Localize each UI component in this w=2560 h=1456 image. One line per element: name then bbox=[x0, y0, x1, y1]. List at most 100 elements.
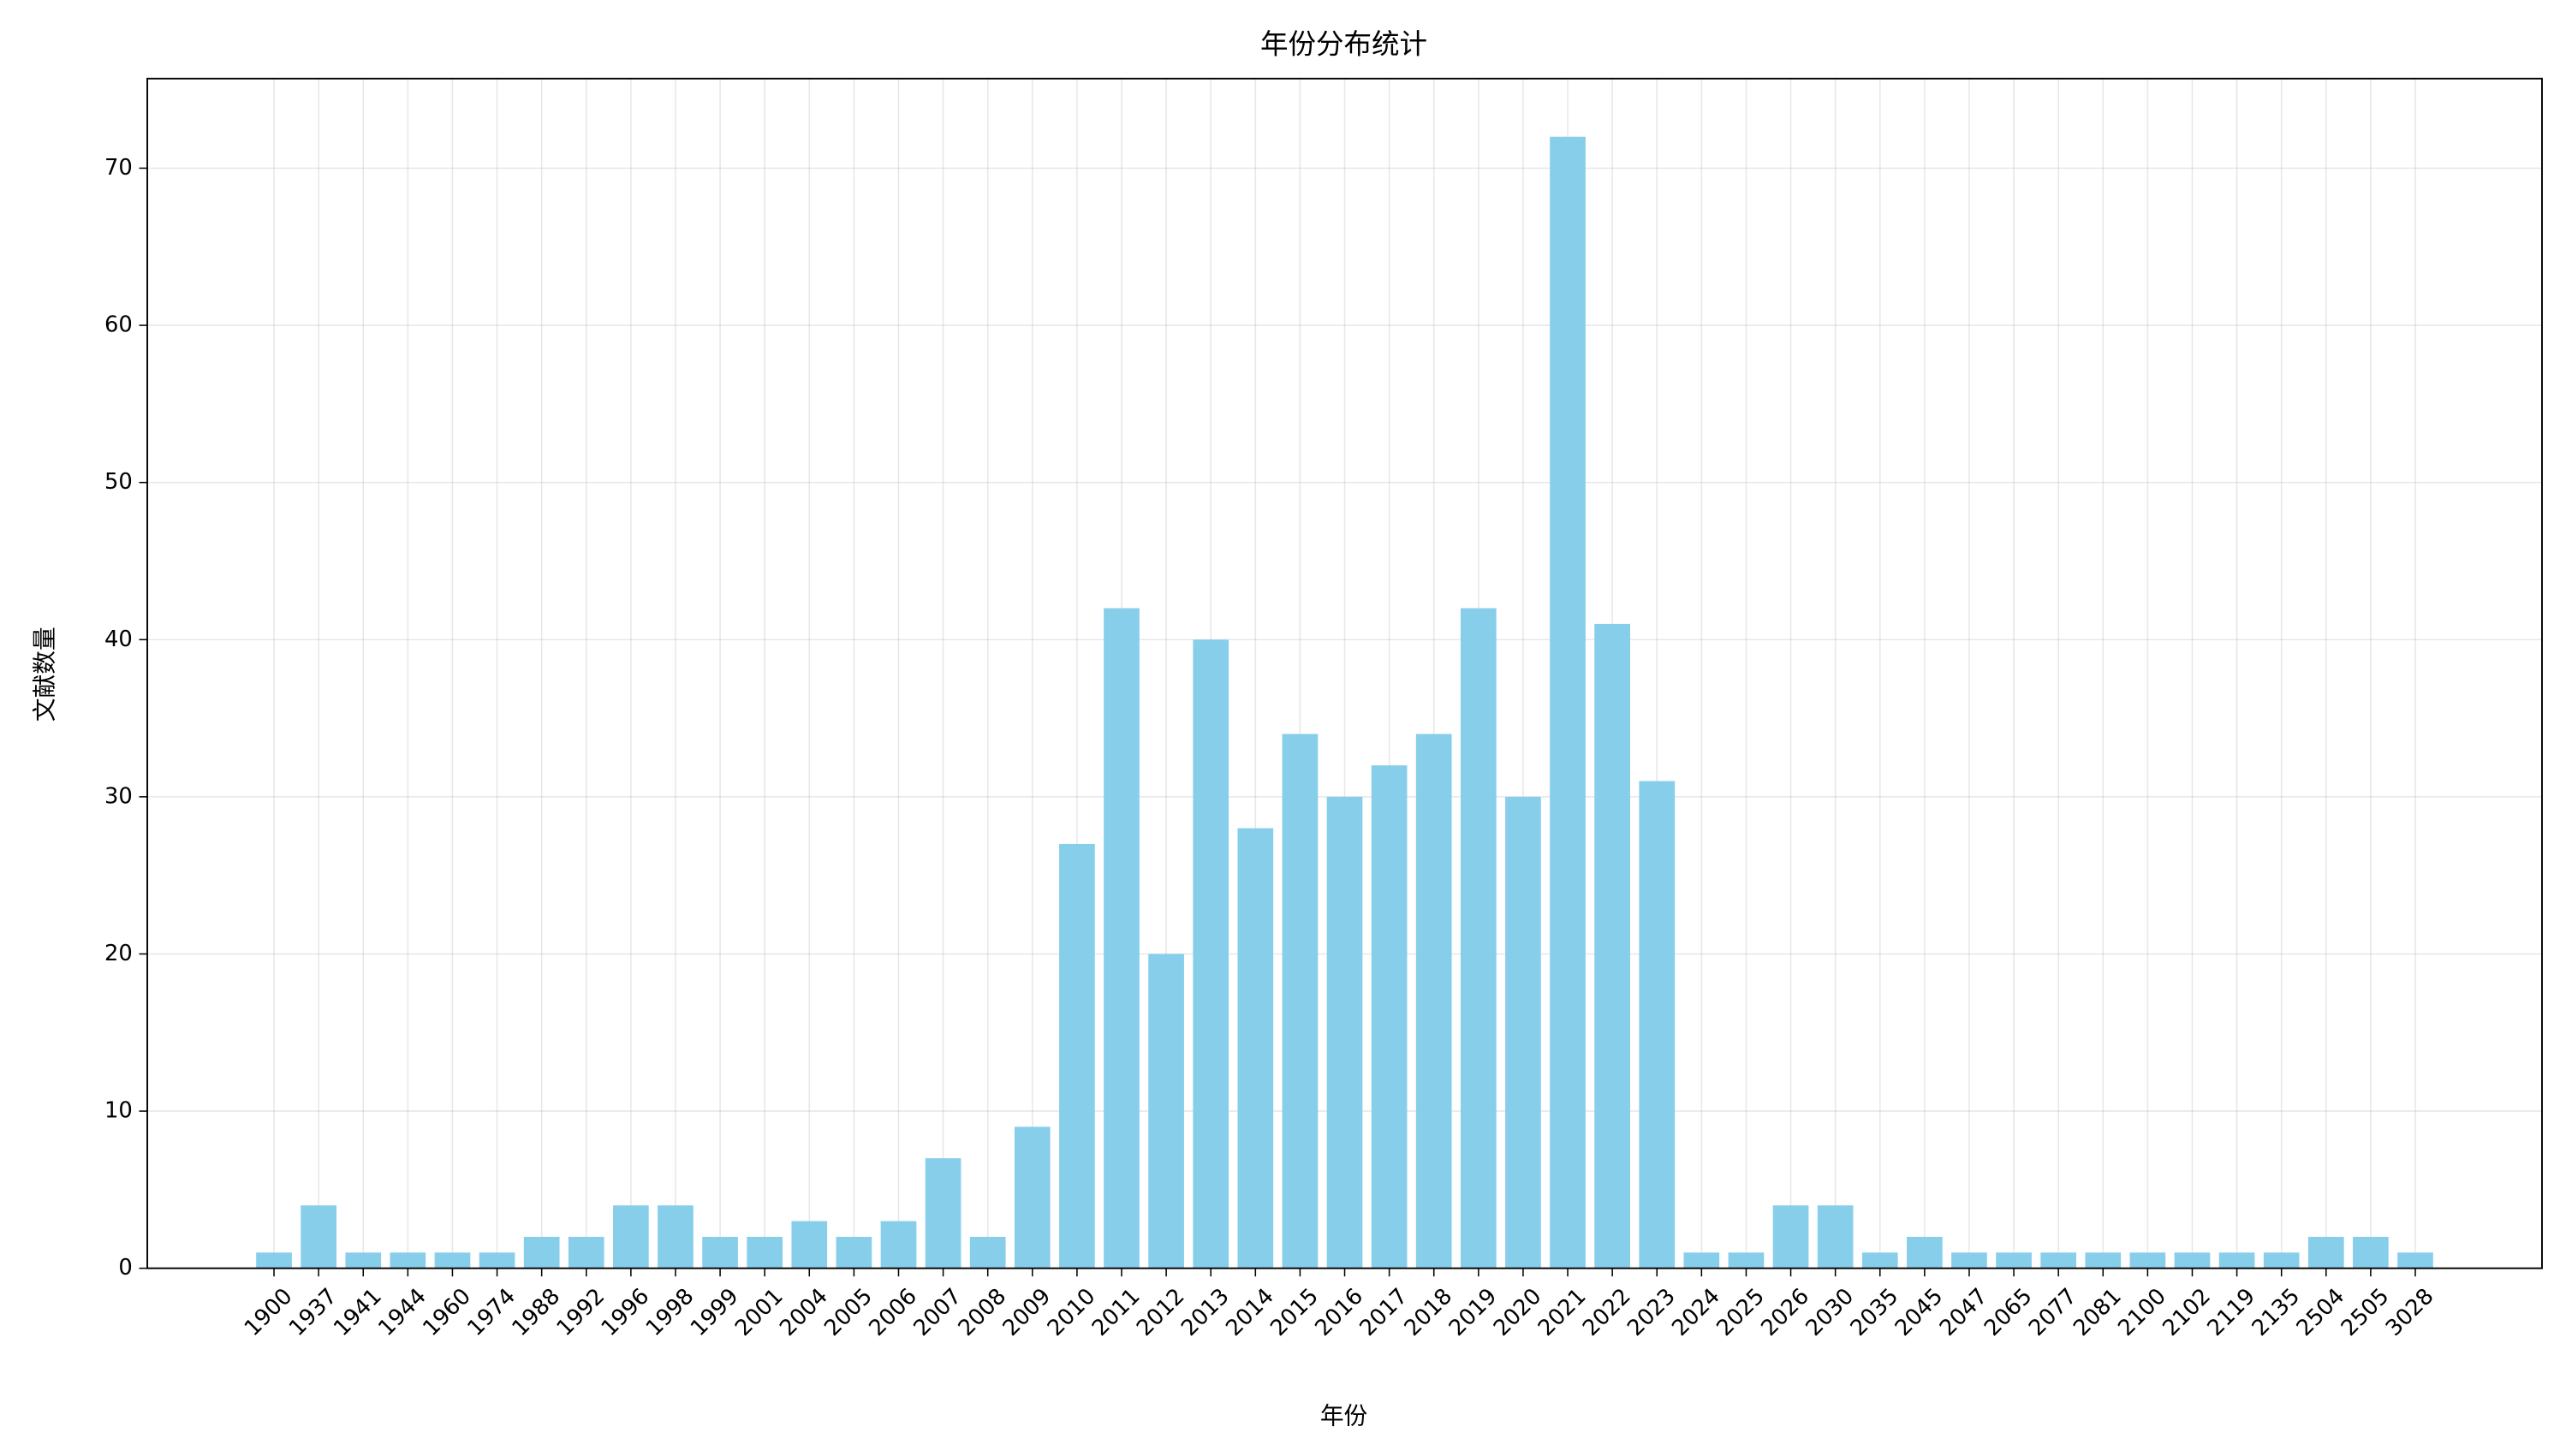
x-tick-label: 2017 bbox=[1355, 1283, 1414, 1341]
bar bbox=[1772, 1205, 1809, 1269]
bar bbox=[301, 1205, 336, 1269]
x-tick-label: 2026 bbox=[1756, 1283, 1814, 1341]
x-tick-label: 2019 bbox=[1444, 1283, 1503, 1341]
bar bbox=[613, 1205, 649, 1269]
x-tick-label: 2065 bbox=[1980, 1283, 2038, 1341]
x-tick-label: 2006 bbox=[864, 1283, 922, 1341]
bar bbox=[836, 1236, 872, 1269]
bar bbox=[1371, 765, 1408, 1269]
x-tick-label: 2119 bbox=[2202, 1283, 2260, 1341]
bar bbox=[1996, 1252, 2032, 1269]
bar bbox=[702, 1236, 738, 1269]
x-tick-label: 1900 bbox=[240, 1283, 298, 1341]
bar bbox=[1059, 843, 1095, 1269]
bar bbox=[1460, 608, 1497, 1269]
bar bbox=[345, 1252, 382, 1269]
x-tick-label: 2100 bbox=[2113, 1283, 2171, 1341]
x-tick-label: 2023 bbox=[1622, 1283, 1681, 1341]
bar bbox=[256, 1252, 292, 1269]
x-tick-label: 2004 bbox=[775, 1283, 833, 1341]
bar bbox=[2307, 1236, 2344, 1269]
x-tick-label: 1992 bbox=[552, 1283, 610, 1341]
bar bbox=[2174, 1252, 2211, 1269]
x-tick-label: 2047 bbox=[1935, 1283, 1993, 1341]
y-tick-label: 0 bbox=[118, 1255, 132, 1281]
bar bbox=[2129, 1252, 2166, 1269]
bar bbox=[1237, 828, 1274, 1269]
y-tick-label: 70 bbox=[104, 155, 133, 181]
bar bbox=[2397, 1252, 2433, 1269]
x-tick-label: 2020 bbox=[1489, 1283, 1547, 1341]
x-tick-label: 3028 bbox=[2381, 1283, 2439, 1341]
x-tick-label: 2013 bbox=[1176, 1283, 1235, 1341]
y-tick-label: 50 bbox=[104, 469, 133, 495]
bar bbox=[1104, 608, 1140, 1269]
x-tick-label: 1937 bbox=[284, 1283, 342, 1341]
x-tick-label: 2010 bbox=[1043, 1283, 1101, 1341]
bar bbox=[1951, 1252, 1987, 1269]
bar bbox=[2085, 1252, 2122, 1269]
x-tick-label: 2007 bbox=[908, 1283, 967, 1341]
x-tick-label: 2102 bbox=[2158, 1283, 2216, 1341]
x-tick-label: 2135 bbox=[2247, 1283, 2306, 1341]
x-tick-label: 1941 bbox=[329, 1283, 387, 1341]
x-tick-label: 2015 bbox=[1265, 1283, 1324, 1341]
bar bbox=[1639, 781, 1676, 1269]
x-tick-label: 2005 bbox=[819, 1283, 878, 1341]
x-tick-label: 1999 bbox=[686, 1283, 744, 1341]
x-tick-label: 1998 bbox=[641, 1283, 700, 1341]
x-tick-label: 2035 bbox=[1846, 1283, 1904, 1341]
bar bbox=[2353, 1236, 2389, 1269]
x-tick-label: 1974 bbox=[462, 1283, 521, 1341]
x-tick-label: 1996 bbox=[597, 1283, 655, 1341]
x-tick-label: 2045 bbox=[1890, 1283, 1949, 1341]
bar bbox=[1594, 623, 1630, 1269]
x-tick-label: 2016 bbox=[1310, 1283, 1368, 1341]
x-tick-label: 2011 bbox=[1087, 1283, 1146, 1341]
bar bbox=[2218, 1252, 2255, 1269]
bar bbox=[791, 1221, 828, 1269]
bar bbox=[1550, 136, 1586, 1269]
bar bbox=[479, 1252, 515, 1269]
plot-frame bbox=[146, 77, 2543, 1269]
x-tick-label: 2504 bbox=[2292, 1283, 2350, 1341]
bar bbox=[1193, 639, 1229, 1269]
bar bbox=[390, 1252, 426, 1269]
bar bbox=[1683, 1252, 1720, 1269]
x-axis-label: 年份 bbox=[1320, 1402, 1367, 1430]
bar bbox=[1505, 796, 1541, 1269]
bar bbox=[1148, 954, 1184, 1269]
x-tick-label: 2018 bbox=[1400, 1283, 1458, 1341]
x-tick-label: 2021 bbox=[1533, 1283, 1592, 1341]
x-tick-label: 2025 bbox=[1712, 1283, 1770, 1341]
x-tick-label: 2012 bbox=[1132, 1283, 1190, 1341]
chart-title: 年份分布统计 bbox=[1260, 28, 1427, 61]
bar bbox=[1728, 1252, 1765, 1269]
x-tick-label: 2505 bbox=[2337, 1283, 2395, 1341]
x-tick-label: 2077 bbox=[2024, 1283, 2082, 1341]
bar bbox=[2040, 1252, 2077, 1269]
bar bbox=[1282, 734, 1319, 1269]
bar bbox=[747, 1236, 783, 1269]
x-tick-label: 2024 bbox=[1667, 1283, 1725, 1341]
bar bbox=[523, 1236, 560, 1269]
bar bbox=[1014, 1126, 1051, 1269]
bar bbox=[969, 1236, 1006, 1269]
bar bbox=[568, 1236, 604, 1269]
y-tick-label: 40 bbox=[104, 627, 133, 652]
bar bbox=[1817, 1205, 1854, 1269]
y-tick-label: 10 bbox=[104, 1098, 133, 1124]
x-tick-label: 2022 bbox=[1578, 1283, 1636, 1341]
x-tick-label: 2014 bbox=[1221, 1283, 1279, 1341]
y-tick-label: 20 bbox=[104, 941, 133, 966]
x-tick-label: 1988 bbox=[508, 1283, 566, 1341]
x-tick-label: 2030 bbox=[1801, 1283, 1860, 1341]
bar bbox=[658, 1205, 694, 1269]
x-tick-label: 2009 bbox=[998, 1283, 1057, 1341]
x-tick-label: 2008 bbox=[954, 1283, 1012, 1341]
bar bbox=[925, 1158, 961, 1269]
bar bbox=[434, 1252, 471, 1269]
bar bbox=[1861, 1252, 1898, 1269]
